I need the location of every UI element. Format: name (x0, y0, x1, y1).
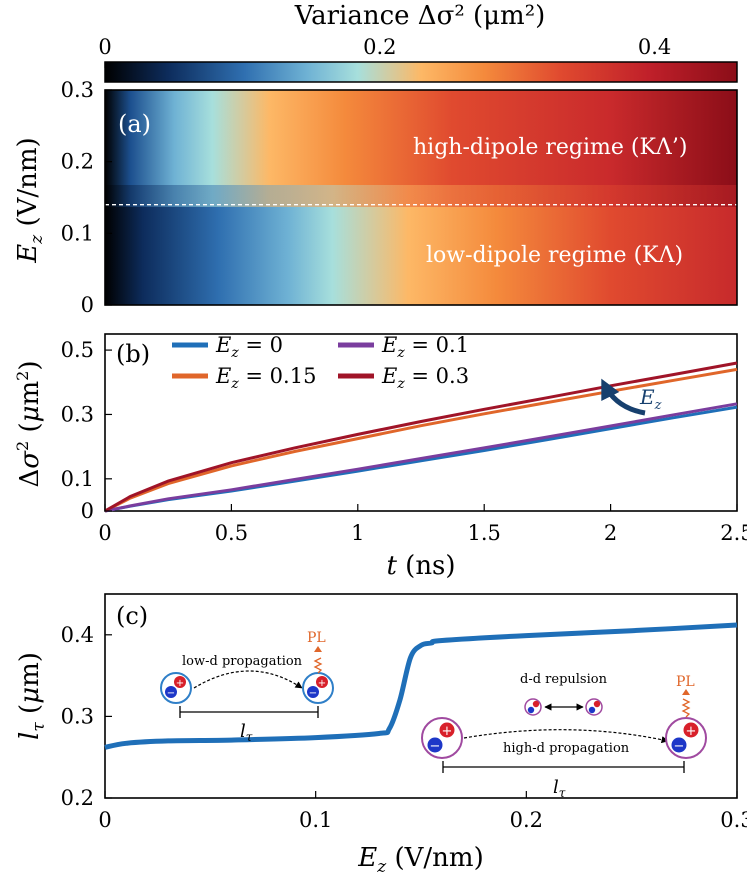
hole-icon (174, 676, 186, 688)
hole-icon (593, 700, 601, 708)
panel-c-ytick-label: 0.2 (61, 786, 94, 810)
electron-icon (671, 737, 687, 753)
panel-c-xtick-label: 0.2 (510, 808, 543, 832)
panel-c-ytick-label: 0.3 (61, 704, 94, 728)
colorbar (104, 61, 738, 83)
minus-sign: − (430, 739, 441, 754)
panel-a-frame (104, 89, 738, 306)
low-d-schematic: + − low-d propagation + − PL lτ (160, 630, 334, 744)
legend-label-3: Ez = 0.3 (381, 364, 469, 392)
low-d-text: low-d propagation (182, 654, 303, 669)
panel-c-series (104, 622, 738, 750)
panel-a-ytick-label: 0 (81, 293, 94, 317)
panel-c-xlabel: Ez (V/nm) (357, 843, 483, 877)
panel-b-xtick-label: 0.5 (215, 521, 248, 545)
minus-sign: − (674, 739, 685, 754)
legend-label-2: Ez = 0.1 (381, 333, 469, 361)
panel-c-xtick-label: 0.3 (720, 808, 747, 832)
panel-b-label: (b) (116, 340, 150, 368)
series-line-3 (104, 361, 738, 513)
panel-b-ytick-label: 0 (81, 499, 94, 523)
hole-icon (316, 676, 328, 688)
panel-b-ylabel: Δσ2 (μm2) (13, 360, 45, 487)
panel-c-ytick-label: 0.4 (61, 623, 94, 647)
panel-a-ytick-label: 0.1 (61, 221, 94, 245)
electron-icon (165, 686, 177, 698)
panel-b-xtick-label: 2 (604, 521, 617, 545)
legend-label-1: Ez = 0.15 (215, 364, 316, 392)
lt-curve (104, 622, 738, 750)
panel-c-xtick-label: 0 (98, 808, 111, 832)
series-line-2 (104, 402, 738, 513)
panel-b: 0 0.5 1 1.5 2 2.5 0 0.1 0.3 0.5 (b) Ez = 0 Ez = 0.… (13, 333, 747, 581)
panel-b-xtick-label: 0 (98, 521, 111, 545)
high-d-arrow (463, 729, 669, 744)
high-d-text: high-d propagation (503, 741, 630, 756)
panel-b-ytick-label: 0.5 (61, 338, 94, 362)
ez-arrow-label: Ez (639, 385, 662, 413)
panel-b-xlabel: t (ns) (386, 551, 455, 581)
panel-b-ytick-label: 0.3 (61, 402, 94, 426)
panel-c-label: (c) (116, 602, 148, 630)
dd-repulsion-text: d-d repulsion (520, 672, 608, 687)
high-dipole-label: high-dipole regime (KΛ’) (413, 135, 687, 160)
length-label-left: lτ (240, 721, 253, 744)
electron-icon (527, 706, 535, 714)
panel-a-yticks: 0 0.1 0.2 0.3 (61, 78, 112, 317)
panel-c-xtick-label: 0.1 (299, 808, 332, 832)
panel-a-label: (a) (118, 110, 151, 138)
panel-b-ticks: 0 0.5 1 1.5 2 2.5 0 0.1 0.3 0.5 (61, 338, 747, 545)
panel-c-frame (104, 593, 738, 799)
legend-label-0: Ez = 0 (215, 333, 283, 361)
panel-b-xtick-label: 1.5 (467, 521, 500, 545)
pl-arrowhead (314, 646, 322, 652)
hole-icon (532, 700, 540, 708)
minus-sign: − (309, 688, 317, 699)
colorbar-title: Variance Δσ² (μm²) (294, 1, 546, 31)
small-exciton-left (524, 698, 542, 716)
high-d-schematic: d-d repulsion + − high-d propagation + −… (421, 672, 707, 800)
panel-a-ylabel: Ez (V/nm) (13, 137, 47, 263)
colorbar-ticks: 0 0.2 0.4 (98, 35, 671, 68)
panel-b-series (104, 361, 738, 513)
panel-a-ytick-label: 0.2 (61, 150, 94, 174)
pl-label-left: PL (307, 630, 326, 646)
pl-arrowhead (682, 689, 690, 695)
minus-sign: − (167, 688, 175, 699)
panel-b-frame (104, 333, 738, 512)
panel-c-ticks: 0 0.1 0.2 0.3 0.2 0.3 0.4 (61, 623, 747, 832)
hole-icon (439, 722, 455, 738)
series-line-1 (104, 367, 738, 513)
plus-sign: + (442, 724, 453, 739)
panel-a-ytick-label: 0.3 (61, 78, 94, 102)
heatmap-transition (105, 185, 737, 207)
pl-label-right: PL (676, 674, 695, 690)
colorbar-tick-label: 0.4 (638, 35, 671, 59)
panel-b-ytick-label: 0.1 (61, 467, 94, 491)
plus-sign: + (686, 724, 697, 739)
colorbar-tick-label: 0.2 (363, 35, 396, 59)
colorbar-tick-label: 0 (98, 35, 111, 59)
hole-icon (683, 722, 699, 738)
small-exciton-right (585, 698, 603, 716)
low-d-arrow (193, 670, 303, 689)
electron-icon (427, 737, 443, 753)
panel-b-xtick-label: 2.5 (720, 521, 747, 545)
plus-sign: + (318, 678, 326, 689)
pl-emission-icon (313, 657, 323, 674)
pl-emission-icon (681, 698, 691, 718)
panel-c-ylabel: lτ (μm) (15, 652, 49, 740)
ez-arrow (601, 378, 646, 416)
panel-b-xtick-label: 1 (351, 521, 364, 545)
panel-a: (a) high-dipole regime (KΛ’) low-dipole … (13, 78, 738, 317)
electron-icon (588, 706, 596, 714)
heatmap-low-region (105, 207, 737, 305)
panel-b-legend: Ez = 0 Ez = 0.15 Ez = 0.1 Ez = 0.3 (172, 333, 469, 392)
electron-icon (307, 686, 319, 698)
low-dipole-label: low-dipole regime (KΛ) (426, 243, 683, 268)
plus-sign: + (176, 678, 184, 689)
length-label-right: lτ (553, 777, 566, 800)
panel-c: 0 0.1 0.2 0.3 0.2 0.3 0.4 (c) + − low-d propag… (15, 593, 747, 877)
